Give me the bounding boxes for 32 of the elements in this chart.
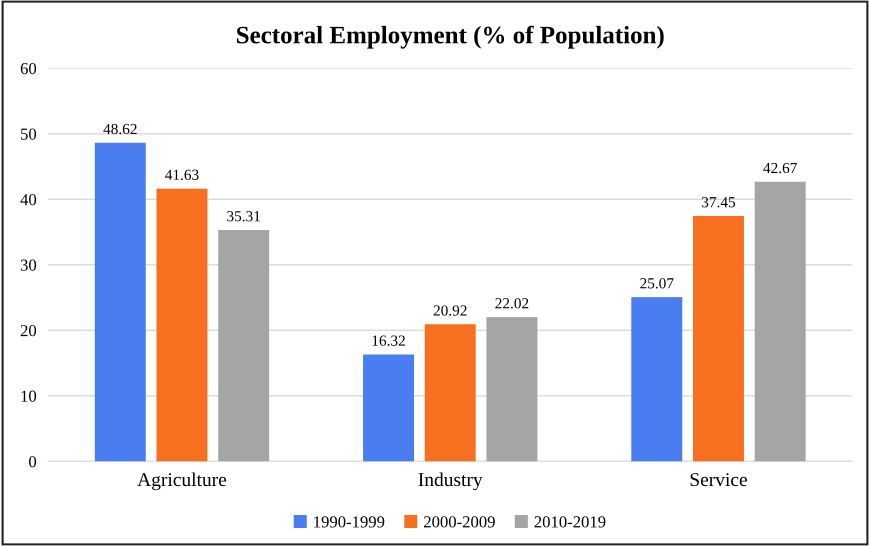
y-tick-label: 20 [20, 325, 36, 336]
y-tick-label: 60 [20, 62, 36, 74]
data-label: 41.63 [165, 170, 199, 180]
y-tick-label: 0 [29, 456, 36, 468]
bar [424, 324, 476, 462]
data-label: 20.92 [434, 305, 467, 316]
data-label: 25.07 [640, 278, 674, 289]
bar [218, 230, 270, 462]
bar [156, 188, 208, 462]
y-tick-label: 30 [20, 260, 36, 271]
bar [94, 142, 146, 462]
data-label: 35.31 [227, 211, 260, 222]
x-tick-label: Industry [418, 472, 483, 490]
data-label: 16.32 [372, 336, 405, 346]
data-label: 37.45 [702, 197, 736, 208]
data-label: 22.02 [495, 298, 528, 309]
bar [486, 317, 538, 462]
bar [754, 182, 806, 462]
data-label: 42.67 [763, 162, 797, 174]
bar [692, 216, 744, 462]
data-label: 48.62 [103, 124, 137, 134]
y-tick-label: 10 [22, 390, 36, 402]
x-tick-label: Service [690, 473, 747, 486]
legend-label: 2000-2009 [424, 516, 495, 528]
y-tick-label: 40 [20, 194, 36, 206]
bar [363, 354, 414, 462]
chart-title: Sectoral Employment (% of Population) [236, 26, 664, 49]
legend-label: 2010-2019 [534, 516, 606, 528]
x-tick-label: Agriculture [137, 472, 226, 490]
legend-label: 1990-1999 [314, 516, 384, 528]
y-tick-label: 50 [21, 128, 36, 140]
bar [631, 297, 682, 462]
